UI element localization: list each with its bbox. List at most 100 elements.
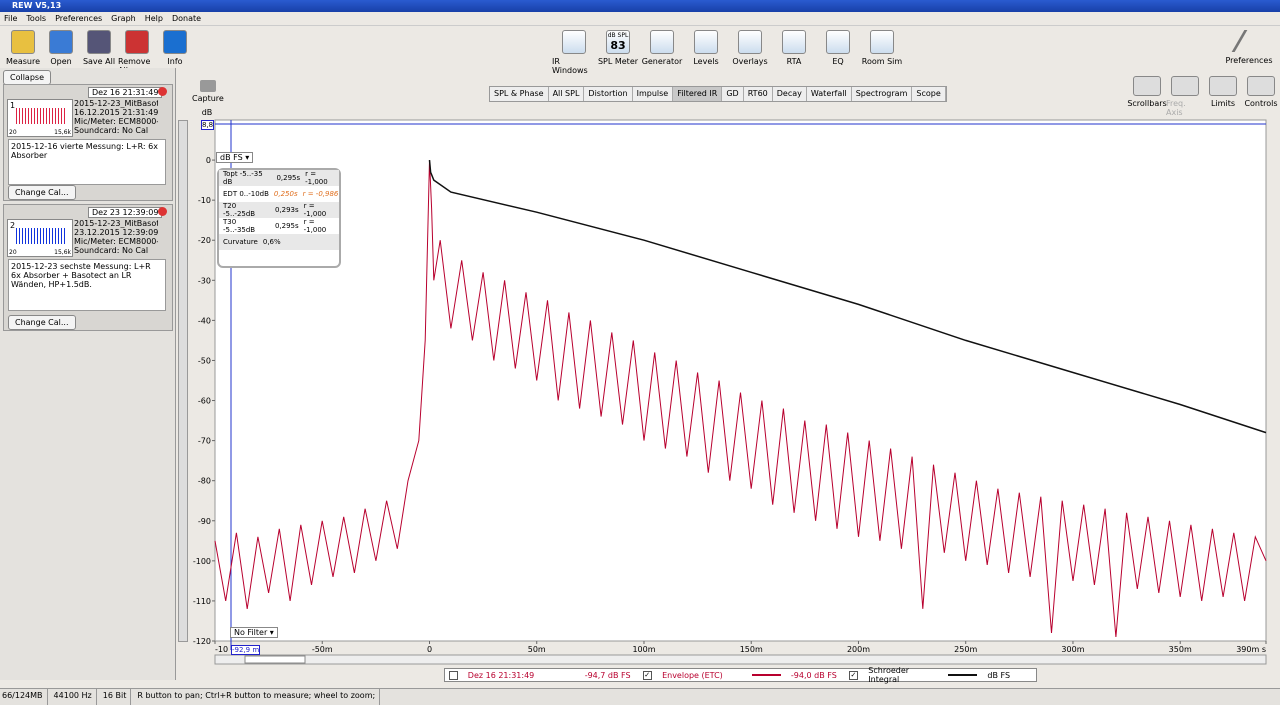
tool-button[interactable]: Controls (1242, 76, 1280, 117)
remove-icon[interactable] (158, 87, 167, 96)
y-tick-label: -40 (198, 316, 211, 325)
y-tick-label: -60 (198, 397, 211, 406)
toolbar-center: IR Windows dB SPL 83 SPL Meter Generator Leve… (552, 30, 904, 75)
x-scrollbar[interactable] (214, 654, 1267, 665)
filter-selector[interactable]: No Filter ▾ (230, 627, 278, 638)
tab[interactable]: SPL & Phase (490, 87, 549, 101)
stats-cell: 0,250s (273, 190, 298, 198)
stats-cell: r = -1,000 (303, 202, 327, 218)
x-tick-label: 250m (954, 645, 977, 654)
tab[interactable]: RT60 (744, 87, 773, 101)
icon (1247, 76, 1275, 96)
measurement: Dez 23 12:39:09 2 20 15,6k 2015-12-23_MitBas… (3, 204, 173, 331)
y-axis-label: dB (202, 108, 213, 117)
stats-cell: 0,6% (262, 238, 281, 246)
unit-selector[interactable]: dB FS ▾ (216, 152, 254, 163)
x-tick-label: 350m (1169, 645, 1192, 654)
menu-item[interactable]: Donate (171, 14, 202, 23)
legend-name: Envelope (ETC) (662, 670, 723, 680)
tool-button[interactable]: Scrollbars (1127, 76, 1167, 117)
tab[interactable]: Scope (912, 87, 946, 101)
toolbar-button[interactable]: Generator (640, 30, 684, 75)
menu-item[interactable]: Tools (26, 14, 47, 23)
toolbar-button[interactable]: Open (42, 30, 80, 75)
icon (562, 30, 586, 54)
tool-button[interactable]: Limits (1204, 76, 1242, 117)
toolbar-button[interactable]: IR Windows (552, 30, 596, 75)
remove-icon[interactable] (158, 207, 167, 216)
tab[interactable]: Decay (773, 87, 807, 101)
thumb-trace (16, 108, 66, 124)
thumb-axis: 20 (9, 249, 17, 256)
plot-area (214, 119, 1267, 642)
stats-row: Curvature 0,6% (219, 234, 339, 250)
checkbox[interactable]: ✓ (643, 670, 653, 680)
y-tick-label: 0 (206, 156, 211, 165)
y-tick-label: -30 (198, 276, 211, 285)
tab[interactable]: Filtered IR (673, 87, 723, 101)
icon (738, 30, 762, 54)
icon (1209, 76, 1237, 96)
toolbar-button[interactable]: Room Sim (860, 30, 904, 75)
tab[interactable]: Distortion (584, 87, 633, 101)
toolbar-button[interactable]: Save All (80, 30, 118, 75)
label: Overlays (732, 57, 768, 66)
label: RTA (786, 57, 802, 66)
menu-item[interactable]: Graph (111, 14, 136, 23)
menu-item[interactable]: File (4, 14, 18, 23)
y-tick-label: -70 (198, 437, 211, 446)
stats-cell: 0,295s (274, 222, 299, 230)
tool-button[interactable]: Freq. Axis (1166, 76, 1204, 117)
label: Measure (6, 57, 40, 66)
toolbar-button[interactable]: dB SPL 83 SPL Meter (596, 30, 640, 75)
tab[interactable]: Spectrogram (852, 87, 913, 101)
toolbar-button[interactable]: Measure (4, 30, 42, 75)
preferences[interactable]: Preferences (1224, 30, 1274, 65)
spl-label: dB SPL (607, 32, 629, 39)
label: Preferences (1225, 56, 1273, 65)
title-bar: REW V5,13 (0, 0, 1280, 12)
toolbar-button[interactable]: EQ (816, 30, 860, 75)
label: IR Windows (552, 57, 588, 75)
label: Capture (192, 94, 224, 103)
tab[interactable]: Waterfall (807, 87, 852, 101)
toolbar-button[interactable]: Levels (684, 30, 728, 75)
change-cal-button[interactable]: Change Cal... (8, 315, 76, 330)
toolbar-button[interactable]: RTA (772, 30, 816, 75)
camera-icon (199, 80, 216, 92)
y-tick-label: -120 (193, 637, 211, 646)
stats-cell: EDT 0..-10dB (223, 190, 269, 198)
legend-swatch (751, 674, 781, 676)
tab[interactable]: GD (722, 87, 744, 101)
toolbar-button[interactable]: Info (156, 30, 194, 75)
series-line (214, 160, 1267, 638)
label: dB FS (220, 153, 243, 162)
checkbox[interactable]: ✓ (849, 670, 859, 680)
scrollbar[interactable] (178, 120, 188, 642)
label: Levels (693, 57, 719, 66)
mic: Mic/Meter: ECM8000-CS.. (74, 237, 158, 246)
icon (87, 30, 111, 54)
tab[interactable]: All SPL (549, 87, 585, 101)
label: Controls (1244, 99, 1278, 108)
cursor-x-box: -92,9 m (231, 645, 261, 655)
x-tick-label: 0 (427, 645, 432, 654)
tab[interactable]: Impulse (633, 87, 674, 101)
menu-item[interactable]: Help (144, 14, 163, 23)
toolbar-right: Scrollbars Freq. Axis Limits Controls (1127, 76, 1280, 117)
scroll-thumb[interactable] (244, 655, 306, 664)
menu-item[interactable]: Preferences (55, 14, 103, 23)
stats-cell: 0,293s (274, 206, 299, 214)
series-line (428, 160, 1267, 434)
thumb-index: 2 (10, 221, 16, 230)
checkbox[interactable] (449, 670, 458, 680)
graph-tabs: SPL & Phase All SPL Distortion Impulse Filte… (489, 86, 947, 102)
name: 2015-12-23_MitBasotect (74, 99, 158, 108)
capture[interactable]: Capture (192, 80, 224, 103)
stats-cell: r = -1,000 (305, 170, 328, 186)
change-cal-button[interactable]: Change Cal... (8, 185, 76, 200)
thumb-index: 1 (10, 101, 16, 110)
toolbar-button[interactable]: Overlays (728, 30, 772, 75)
